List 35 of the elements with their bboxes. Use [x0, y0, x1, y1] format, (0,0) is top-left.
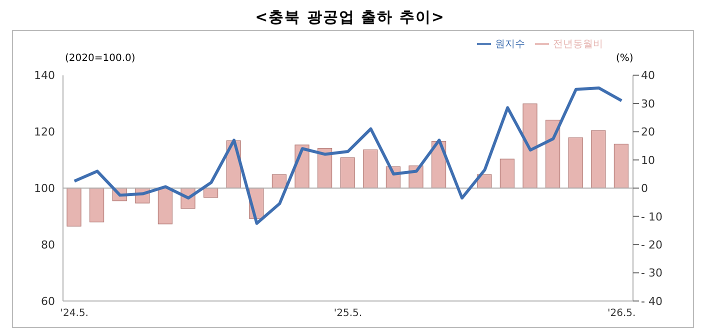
bar: [614, 144, 628, 188]
bar: [158, 188, 172, 224]
line-series: [72, 86, 624, 225]
bar: [66, 188, 82, 227]
chart-title: <충북 광공업 출하 추이>: [254, 8, 446, 28]
bar: [363, 149, 378, 188]
legend-label: 원지수: [495, 39, 525, 50]
x-tick-label: '25.5.: [334, 308, 362, 320]
x-tick-label: '26.5.: [608, 308, 636, 320]
y2-tick-label: 20: [641, 126, 655, 139]
bar: [204, 188, 218, 198]
y2-tick-label: 10: [641, 154, 655, 167]
bar: [500, 158, 514, 188]
bar: [568, 137, 583, 188]
y-tick-label: 140: [34, 69, 55, 82]
bar: [340, 157, 355, 188]
y2-tick-label: - 20: [641, 238, 662, 252]
y-tick-label: 60: [41, 294, 55, 308]
y2-tick-label: 30: [641, 97, 655, 110]
x-tick-label: '24.5.: [60, 308, 88, 320]
y-tick-label: 80: [41, 238, 55, 252]
y2-tick-label: - 10: [641, 210, 662, 224]
bar: [546, 120, 560, 188]
y-axis-title: (2020=100.0): [65, 53, 136, 64]
y2-tick-label: 40: [641, 69, 655, 82]
bar: [90, 188, 104, 222]
y-tick-label: 120: [34, 126, 55, 139]
y-tick-label: 100: [34, 182, 55, 196]
y2-tick-label: - 30: [641, 266, 662, 280]
y2-tick-label: 0: [641, 182, 648, 196]
y2-tick-label: - 40: [641, 294, 662, 308]
bar: [522, 103, 538, 188]
bar: [591, 130, 606, 188]
y2-axis-title: (%): [616, 53, 634, 64]
legend-label: 전년동월비: [553, 39, 603, 50]
